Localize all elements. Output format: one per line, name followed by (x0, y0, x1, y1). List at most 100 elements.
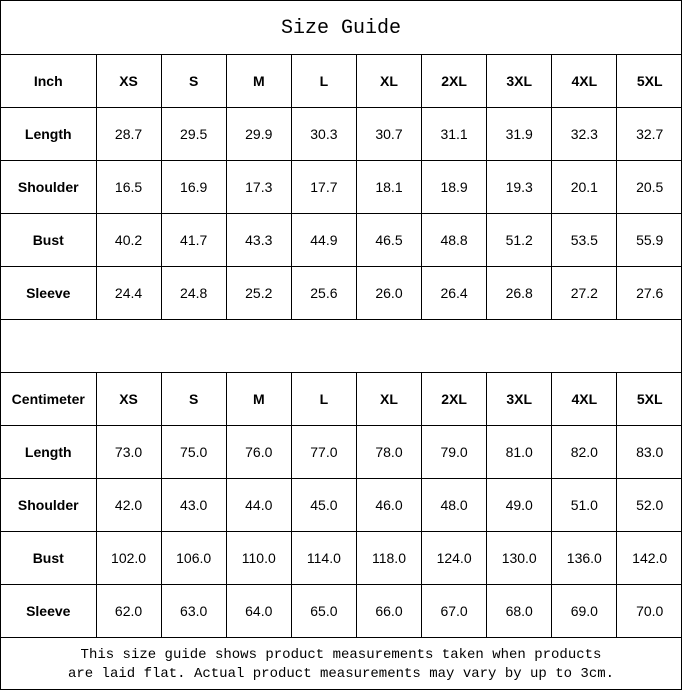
measurement-label: Shoulder (1, 160, 97, 214)
measurement-value: 44.9 (290, 213, 357, 267)
size-header: 3XL (486, 54, 553, 108)
measurement-value: 20.5 (616, 160, 682, 214)
measurement-value: 82.0 (551, 425, 618, 479)
measurement-value: 67.0 (421, 584, 488, 638)
measurement-value: 46.0 (355, 478, 423, 532)
measurement-value: 31.1 (421, 107, 488, 161)
page-title: Size Guide (280, 17, 402, 40)
measurement-value: 44.0 (225, 478, 292, 532)
measurement-value: 48.8 (421, 213, 488, 267)
measurement-value: 24.4 (95, 266, 162, 320)
measurement-value: 63.0 (160, 584, 227, 638)
size-header: L (290, 372, 357, 426)
size-header: S (160, 54, 227, 108)
table-row: Bust 102.0 106.0 110.0 114.0 118.0 124.0 130.0 1… (1, 531, 682, 585)
measurement-value: 27.2 (551, 266, 618, 320)
inch-size-table: Inch XS S M L XL 2XL 3XL 4XL 5XL Length 28.7 29.5 29.… (1, 54, 682, 320)
measurement-value: 75.0 (160, 425, 227, 479)
measurement-value: 18.9 (421, 160, 488, 214)
measurement-note: This size guide shows product measuremen… (1, 638, 681, 689)
measurement-label: Bust (1, 531, 97, 585)
measurement-value: 17.7 (290, 160, 357, 214)
table-row: Bust 40.2 41.7 43.3 44.9 46.5 48.8 51.2 53.5 55.9 (1, 213, 682, 267)
size-header: 5XL (616, 372, 682, 426)
measurement-value: 110.0 (225, 531, 292, 585)
table-row: Shoulder 42.0 43.0 44.0 45.0 46.0 48.0 49.0 51.0… (1, 478, 682, 532)
measurement-value: 26.0 (355, 266, 423, 320)
measurement-value: 52.0 (616, 478, 682, 532)
measurement-value: 78.0 (355, 425, 423, 479)
measurement-value: 31.9 (486, 107, 553, 161)
measurement-value: 81.0 (486, 425, 553, 479)
measurement-value: 70.0 (616, 584, 682, 638)
measurement-value: 49.0 (486, 478, 553, 532)
measurement-value: 32.3 (551, 107, 618, 161)
measurement-value: 73.0 (95, 425, 162, 479)
size-header: XL (355, 54, 423, 108)
measurement-value: 130.0 (486, 531, 553, 585)
measurement-label: Length (1, 107, 97, 161)
unit-label: Inch (1, 54, 97, 108)
table-row: Sleeve 24.4 24.8 25.2 25.6 26.0 26.4 26.8 27.2 27… (1, 266, 682, 320)
size-header: XL (355, 372, 423, 426)
measurement-value: 16.5 (95, 160, 162, 214)
table-row: Sleeve 62.0 63.0 64.0 65.0 66.0 67.0 68.0 69.0 70… (1, 584, 682, 638)
size-header: S (160, 372, 227, 426)
measurement-value: 55.9 (616, 213, 682, 267)
measurement-value: 18.1 (355, 160, 423, 214)
measurement-label: Sleeve (1, 584, 97, 638)
measurement-value: 32.7 (616, 107, 682, 161)
note-line-1: This size guide shows product measuremen… (80, 647, 602, 663)
table-row: Length 73.0 75.0 76.0 77.0 78.0 79.0 81.0 82.0 83… (1, 425, 682, 479)
size-header: L (290, 54, 357, 108)
measurement-value: 20.1 (551, 160, 618, 214)
measurement-value: 118.0 (355, 531, 423, 585)
measurement-value: 30.7 (355, 107, 423, 161)
measurement-value: 29.9 (225, 107, 292, 161)
measurement-value: 51.0 (551, 478, 618, 532)
measurement-value: 79.0 (421, 425, 488, 479)
measurement-value: 76.0 (225, 425, 292, 479)
measurement-value: 65.0 (290, 584, 357, 638)
size-header: 4XL (551, 54, 618, 108)
measurement-label: Length (1, 425, 97, 479)
measurement-value: 142.0 (616, 531, 682, 585)
header-row: Centimeter XS S M L XL 2XL 3XL 4XL 5XL (1, 372, 682, 426)
measurement-value: 102.0 (95, 531, 162, 585)
size-header: 5XL (616, 54, 682, 108)
measurement-value: 25.2 (225, 266, 292, 320)
size-header: M (225, 54, 292, 108)
measurement-value: 25.6 (290, 266, 357, 320)
measurement-value: 48.0 (421, 478, 488, 532)
measurement-label: Bust (1, 213, 97, 267)
note-line-2: are laid flat. Actual product measuremen… (67, 666, 615, 682)
unit-label: Centimeter (1, 372, 97, 426)
size-header: 2XL (421, 372, 488, 426)
measurement-value: 62.0 (95, 584, 162, 638)
measurement-value: 16.9 (160, 160, 227, 214)
measurement-value: 51.2 (486, 213, 553, 267)
size-header: 3XL (486, 372, 553, 426)
measurement-value: 64.0 (225, 584, 292, 638)
measurement-value: 53.5 (551, 213, 618, 267)
measurement-label: Shoulder (1, 478, 97, 532)
size-header: XS (95, 372, 162, 426)
measurement-value: 42.0 (95, 478, 162, 532)
size-header: XS (95, 54, 162, 108)
measurement-value: 41.7 (160, 213, 227, 267)
measurement-value: 24.8 (160, 266, 227, 320)
table-spacer (1, 319, 681, 372)
measurement-value: 40.2 (95, 213, 162, 267)
measurement-label: Sleeve (1, 266, 97, 320)
measurement-value: 30.3 (290, 107, 357, 161)
measurement-value: 26.4 (421, 266, 488, 320)
measurement-value: 66.0 (355, 584, 423, 638)
measurement-value: 27.6 (616, 266, 682, 320)
measurement-value: 46.5 (355, 213, 423, 267)
header-row: Inch XS S M L XL 2XL 3XL 4XL 5XL (1, 54, 682, 108)
measurement-value: 17.3 (225, 160, 292, 214)
size-header: 2XL (421, 54, 488, 108)
measurement-value: 19.3 (486, 160, 553, 214)
measurement-value: 43.0 (160, 478, 227, 532)
